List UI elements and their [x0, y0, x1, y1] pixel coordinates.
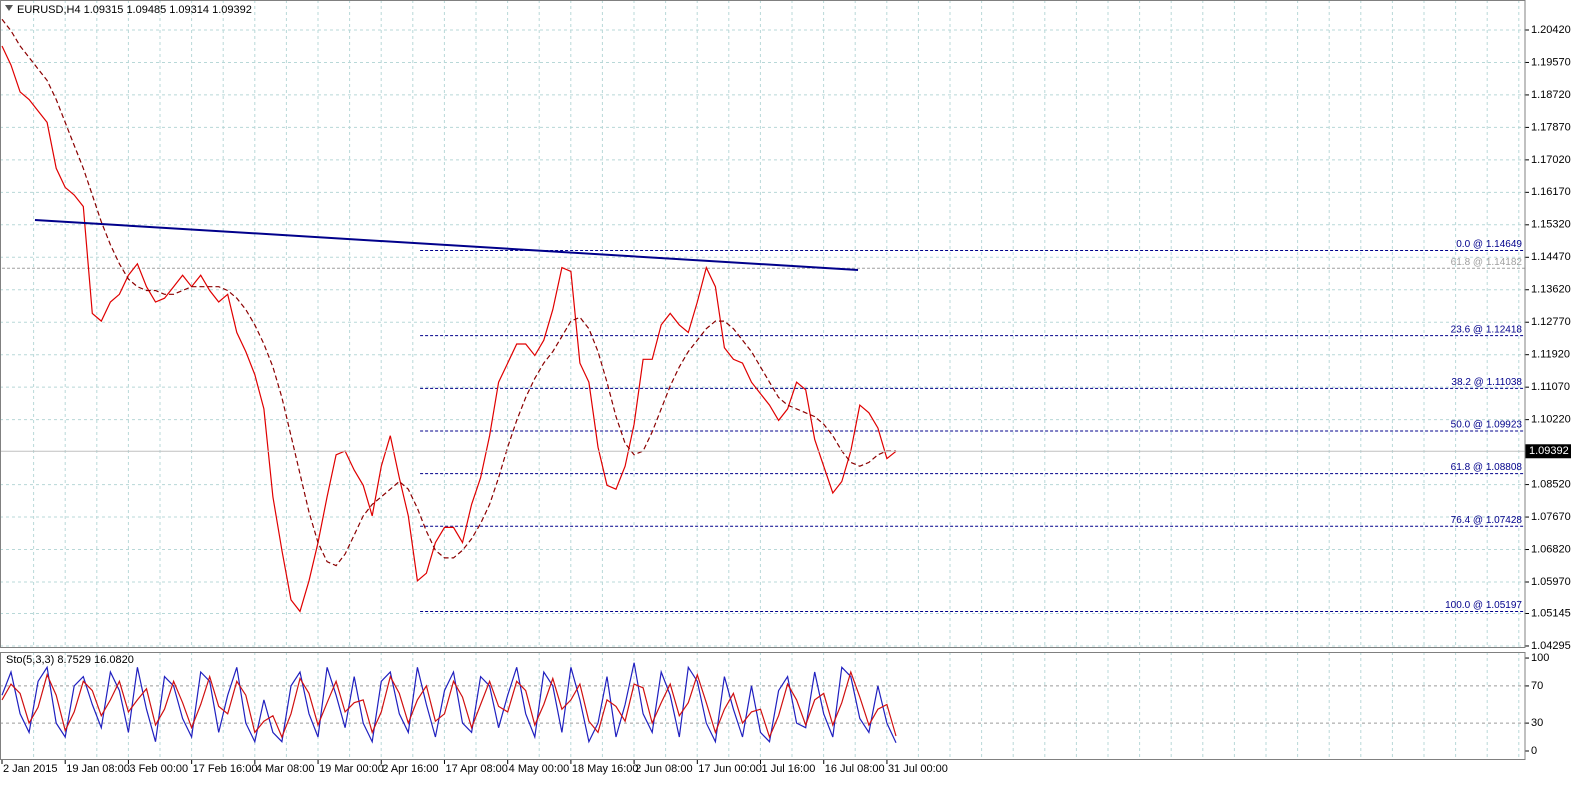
- x-tick-label: 19 Jan 08:00: [66, 763, 130, 775]
- x-tick-label: 17 Feb 16:00: [193, 763, 258, 775]
- y-tick-label: 1.05970: [1531, 576, 1571, 588]
- x-tick-label: 1 Jul 16:00: [762, 763, 816, 775]
- last-price-label: 1.09392: [1529, 445, 1569, 457]
- fib-label: 50.0 @ 1.09923: [1451, 420, 1523, 431]
- last-price-box: [1525, 444, 1571, 459]
- y-tick-label: 1.11920: [1531, 349, 1570, 361]
- y-tick-label: 1.12770: [1531, 316, 1571, 328]
- menu-arrow: [5, 5, 13, 11]
- y-tick-label: 100: [1531, 652, 1549, 664]
- x-tick-label: 2 Jun 08:00: [635, 763, 693, 775]
- trendline: [34, 219, 859, 272]
- x-tick-label: 3 Feb 00:00: [129, 763, 188, 775]
- fib-label: 100.0 @ 1.05197: [1445, 600, 1522, 611]
- fib-label: 76.4 @ 1.07428: [1451, 515, 1523, 526]
- y-tick-label: 1.08520: [1531, 478, 1571, 490]
- y-tick-label: 0: [1531, 745, 1537, 757]
- x-tick-label: 16 Jul 08:00: [825, 763, 885, 775]
- x-tick-label: 2 Apr 16:00: [382, 763, 438, 775]
- fib-label: 38.2 @ 1.11038: [1451, 377, 1522, 388]
- y-tick-label: 1.07670: [1531, 511, 1571, 523]
- y-tick-label: 1.05145: [1531, 607, 1571, 619]
- y-tick-label: 1.13620: [1531, 284, 1571, 296]
- series-line: [1, 670, 897, 739]
- y-tick-label: 1.18720: [1531, 89, 1571, 101]
- chart-title: EURUSD,H4 1.09315 1.09485 1.09314 1.0939…: [17, 4, 252, 16]
- indicator-title: Sto(5,3,3) 8.7529 16.0820: [6, 654, 134, 666]
- y-tick-label: 1.17870: [1531, 121, 1571, 133]
- y-tick-label: 1.20420: [1531, 24, 1571, 36]
- y-tick-label: 1.11070: [1531, 381, 1570, 393]
- panel-border: [0, 652, 1526, 760]
- y-tick-label: 1.16170: [1531, 186, 1571, 198]
- x-tick-label: 4 Mar 08:00: [256, 763, 315, 775]
- x-tick-label: 19 Mar 00:00: [319, 763, 384, 775]
- fib-label: 61.8 @ 1.14182: [1451, 257, 1523, 268]
- panel-border: [0, 0, 1526, 648]
- fib-label: 23.6 @ 1.12418: [1451, 324, 1523, 335]
- y-tick-label: 1.10220: [1531, 414, 1571, 426]
- y-tick-label: 30: [1531, 717, 1543, 729]
- y-tick-label: 1.14470: [1531, 251, 1571, 263]
- series-line: [1, 45, 897, 613]
- y-tick-label: 1.06820: [1531, 543, 1571, 555]
- x-tick-label: 17 Jun 00:00: [698, 763, 762, 775]
- y-tick-label: 1.17020: [1531, 154, 1571, 166]
- y-tick-label: 70: [1531, 680, 1543, 692]
- fib-label: 0.0 @ 1.14649: [1456, 239, 1522, 250]
- x-tick-label: 18 May 16:00: [572, 763, 639, 775]
- series-line: [1, 662, 897, 744]
- y-tick-label: 1.19570: [1531, 56, 1571, 68]
- y-tick-label: 1.15320: [1531, 219, 1571, 231]
- x-tick-label: 2 Jan 2015: [3, 763, 57, 775]
- x-tick-label: 31 Jul 00:00: [888, 763, 948, 775]
- x-tick-label: 17 Apr 08:00: [445, 763, 507, 775]
- x-tick-label: 4 May 00:00: [509, 763, 570, 775]
- y-tick-label: 1.04295: [1531, 640, 1571, 652]
- fib-label: 61.8 @ 1.08808: [1451, 462, 1523, 473]
